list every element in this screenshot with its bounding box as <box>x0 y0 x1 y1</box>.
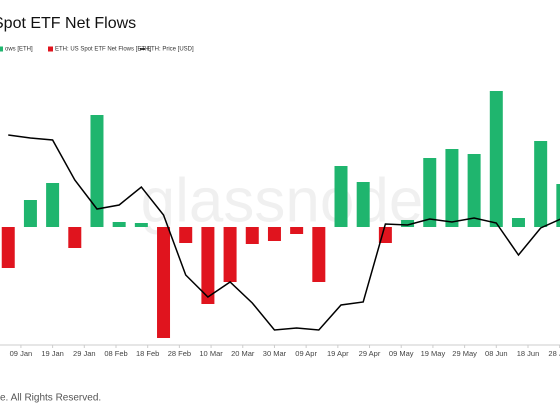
x-tick-label: 08 Jun <box>485 349 508 358</box>
x-tick-label: 29 Apr <box>359 349 381 358</box>
bar <box>157 227 171 338</box>
x-tick-label: 09 May <box>389 349 414 358</box>
bar <box>201 227 215 304</box>
bar <box>23 200 37 227</box>
bar <box>511 218 525 227</box>
bar <box>334 166 348 227</box>
x-tick-label: 30 Mar <box>263 349 287 358</box>
x-tick-label: 09 Jan <box>10 349 33 358</box>
bar <box>356 182 370 227</box>
legend-swatch <box>0 46 3 52</box>
x-tick-label: 29 May <box>452 349 477 358</box>
x-tick-label: 28 Feb <box>168 349 191 358</box>
bar <box>134 223 148 227</box>
plot-area <box>1 91 560 338</box>
x-tick-label: 19 May <box>421 349 446 358</box>
x-tick-label: 09 Apr <box>295 349 317 358</box>
bar <box>423 158 437 227</box>
footer: e. All Rights Reserved. <box>0 393 101 404</box>
x-tick-label: 20 Mar <box>231 349 255 358</box>
x-tick-label: 28 Jun <box>548 349 560 358</box>
legend-label: ows [ETH] <box>5 47 33 53</box>
x-tick-label: 18 Jun <box>517 349 540 358</box>
x-tick-label: 29 Jan <box>73 349 96 358</box>
legend-label: ETH: US Spot ETF Net Flows [ETH] <box>55 47 151 53</box>
bar <box>467 154 481 227</box>
bar <box>489 91 503 227</box>
bar <box>267 227 281 241</box>
price-line <box>8 134 560 331</box>
chart-title: Spot ETF Net Flows <box>0 15 136 32</box>
bar <box>245 227 259 244</box>
bar <box>378 227 392 243</box>
bar <box>556 184 560 227</box>
bar <box>112 222 126 227</box>
x-tick-label: 10 Mar <box>199 349 223 358</box>
bar <box>90 115 104 227</box>
legend-label: ETH: Price [USD] <box>147 47 194 53</box>
watermark: glassnode <box>141 166 424 235</box>
x-tick-label: 18 Feb <box>136 349 159 358</box>
bar <box>223 227 237 282</box>
bar <box>312 227 326 282</box>
bar <box>46 183 60 227</box>
bar <box>445 149 459 227</box>
bar <box>1 227 15 268</box>
bar <box>534 141 548 227</box>
legend-swatch <box>48 46 53 52</box>
x-tick-label: 19 Jan <box>41 349 64 358</box>
x-tick-label: 08 Feb <box>104 349 127 358</box>
bar <box>68 227 82 248</box>
x-tick-label: 19 Apr <box>327 349 349 358</box>
bar <box>401 220 415 227</box>
bar <box>290 227 304 234</box>
bar <box>179 227 193 243</box>
